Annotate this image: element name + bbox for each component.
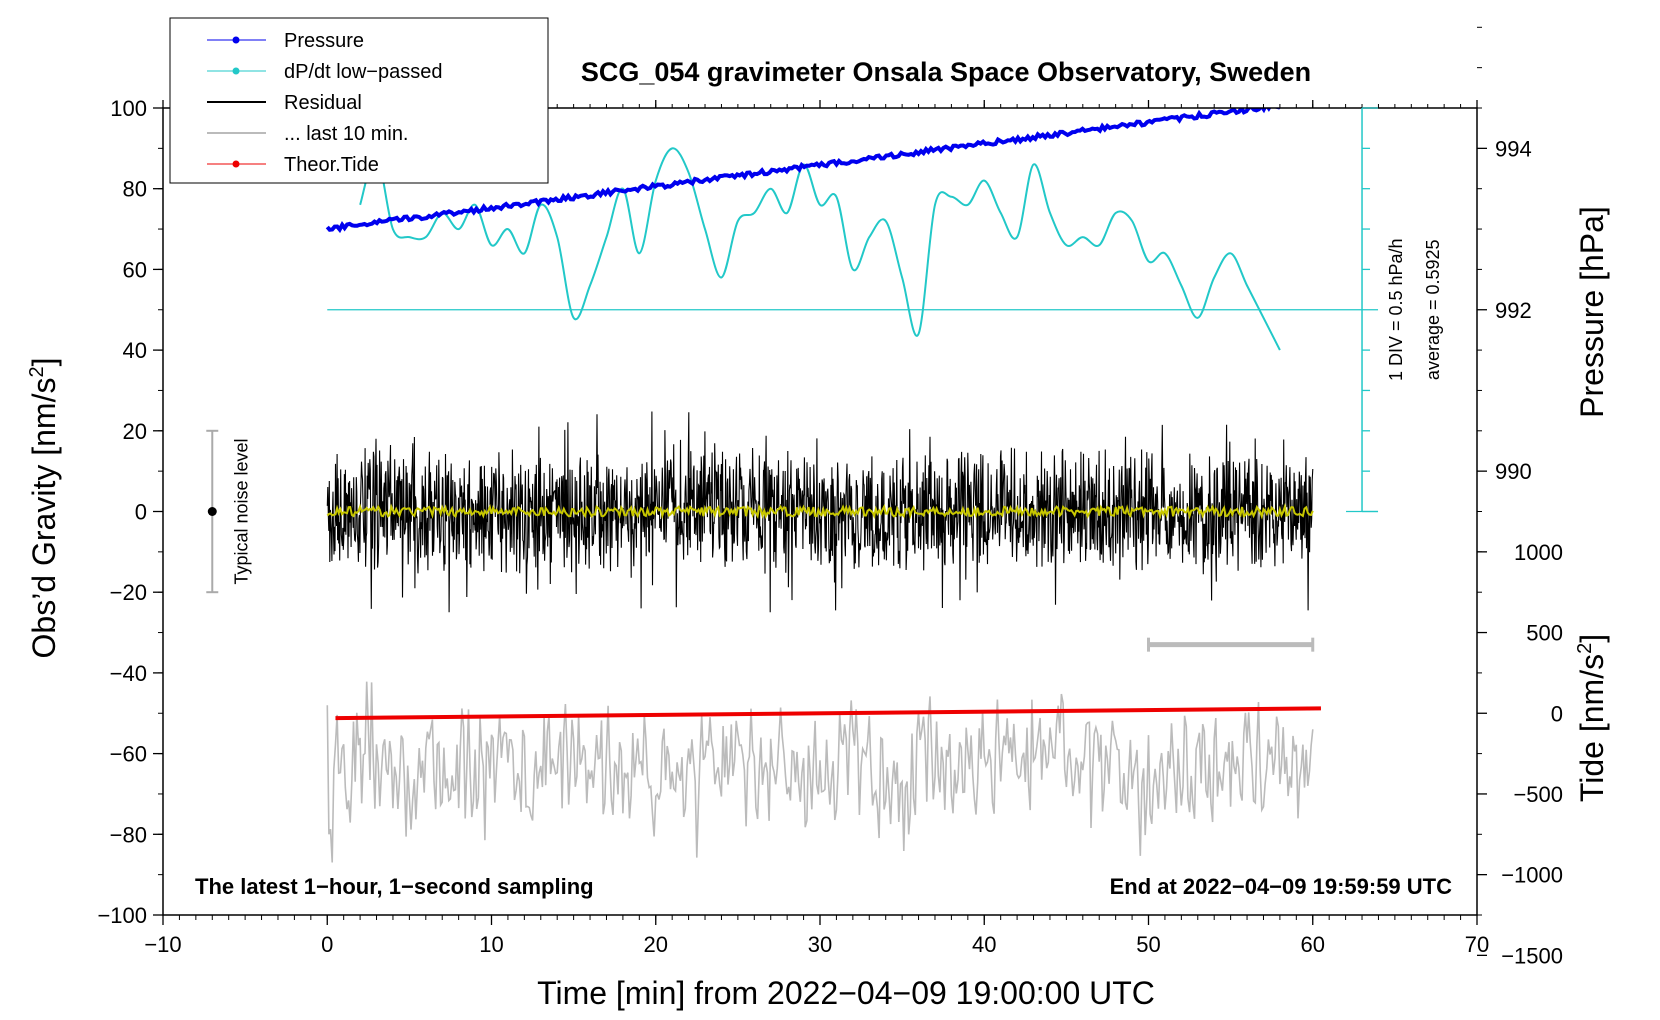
legend-label: Theor.Tide (284, 154, 379, 176)
x-tick-label: 60 (1301, 932, 1325, 957)
plot-area (325, 108, 1363, 863)
x-axis-title: Time [min] from 2022−04−09 19:00:00 UTC (537, 975, 1155, 1011)
y-tick-label: 20 (123, 419, 147, 444)
y-tick-label: −100 (97, 903, 147, 928)
series-theor-tide (335, 706, 1321, 721)
x-tick-label: 40 (972, 932, 996, 957)
legend-label: Pressure (284, 30, 364, 52)
tide-tick-label: −1500 (1501, 943, 1563, 968)
legend-box (169, 17, 549, 184)
tide-tick-label: 500 (1526, 621, 1563, 646)
annotation-end-time: End at 2022−04−09 19:59:59 UTC (1110, 874, 1453, 899)
pressure-tick-label: 992 (1495, 298, 1532, 323)
noise-bar-dot (207, 507, 217, 516)
legend-marker (232, 67, 240, 75)
legend-label: dP/dt low−passed (284, 61, 442, 83)
x-tick-label: 10 (479, 932, 503, 957)
dpdt-scale-average: average = 0.5925 (1423, 239, 1443, 380)
x-tick-label: −10 (144, 932, 181, 957)
y-tick-label: −40 (110, 661, 147, 686)
y-tick-label: −60 (110, 742, 147, 767)
series-pressure (325, 108, 1281, 234)
y-tick-label: 0 (135, 500, 147, 525)
legend: Pressure dP/dt low−passed Residual ... last… (169, 17, 549, 184)
series-dpdt (359, 147, 1281, 351)
y-tick-label: −20 (110, 580, 147, 605)
y-axis-title-pressure: Pressure [hPa] (1574, 206, 1610, 418)
pressure-tick-label: 990 (1495, 459, 1532, 484)
y-axis-title-tide: Tide [nm/s2] (1574, 634, 1610, 802)
tide-tick-label: −1000 (1501, 863, 1563, 888)
tide-tick-label: 0 (1551, 701, 1563, 726)
y-tick-label: 80 (123, 177, 147, 202)
axis-labels: −10 0 10 20 30 40 50 60 70100806040200−20−40−60−… (97, 96, 1563, 968)
legend-label: ... last 10 min. (284, 123, 409, 145)
chart-title: SCG_054 gravimeter Onsala Space Observat… (581, 57, 1311, 87)
series-residual (326, 411, 1314, 613)
y-axis-title-gravity: Obs’d Gravity [nm/s2] (26, 358, 62, 659)
y-tick-label: −80 (110, 822, 147, 847)
series-last-10-min (326, 681, 1314, 863)
x-tick-label: 20 (644, 932, 668, 957)
series-residual-smoothed (326, 502, 1314, 520)
noise-bar-label: Typical noise level (231, 438, 251, 584)
x-tick-label: 0 (321, 932, 333, 957)
legend-label: Residual (284, 92, 362, 114)
annotation-sampling: The latest 1−hour, 1−second sampling (195, 874, 594, 899)
scale-annotations: 1 DIV = 0.5 hPa/h average = 0.5925 Typical… (206, 107, 1443, 652)
x-tick-label: 30 (808, 932, 832, 957)
x-tick-label: 70 (1465, 932, 1489, 957)
legend-marker (232, 36, 240, 44)
legend-marker (232, 160, 240, 168)
y-tick-label: 60 (123, 257, 147, 282)
dpdt-scale-div: 1 DIV = 0.5 hPa/h (1386, 238, 1406, 381)
y-tick-label: 100 (110, 96, 147, 121)
x-tick-label: 50 (1136, 932, 1160, 957)
pressure-tick-label: 994 (1495, 136, 1532, 161)
tide-tick-label: −500 (1513, 782, 1563, 807)
tide-tick-label: 1000 (1514, 540, 1563, 565)
y-tick-label: 40 (123, 338, 147, 363)
